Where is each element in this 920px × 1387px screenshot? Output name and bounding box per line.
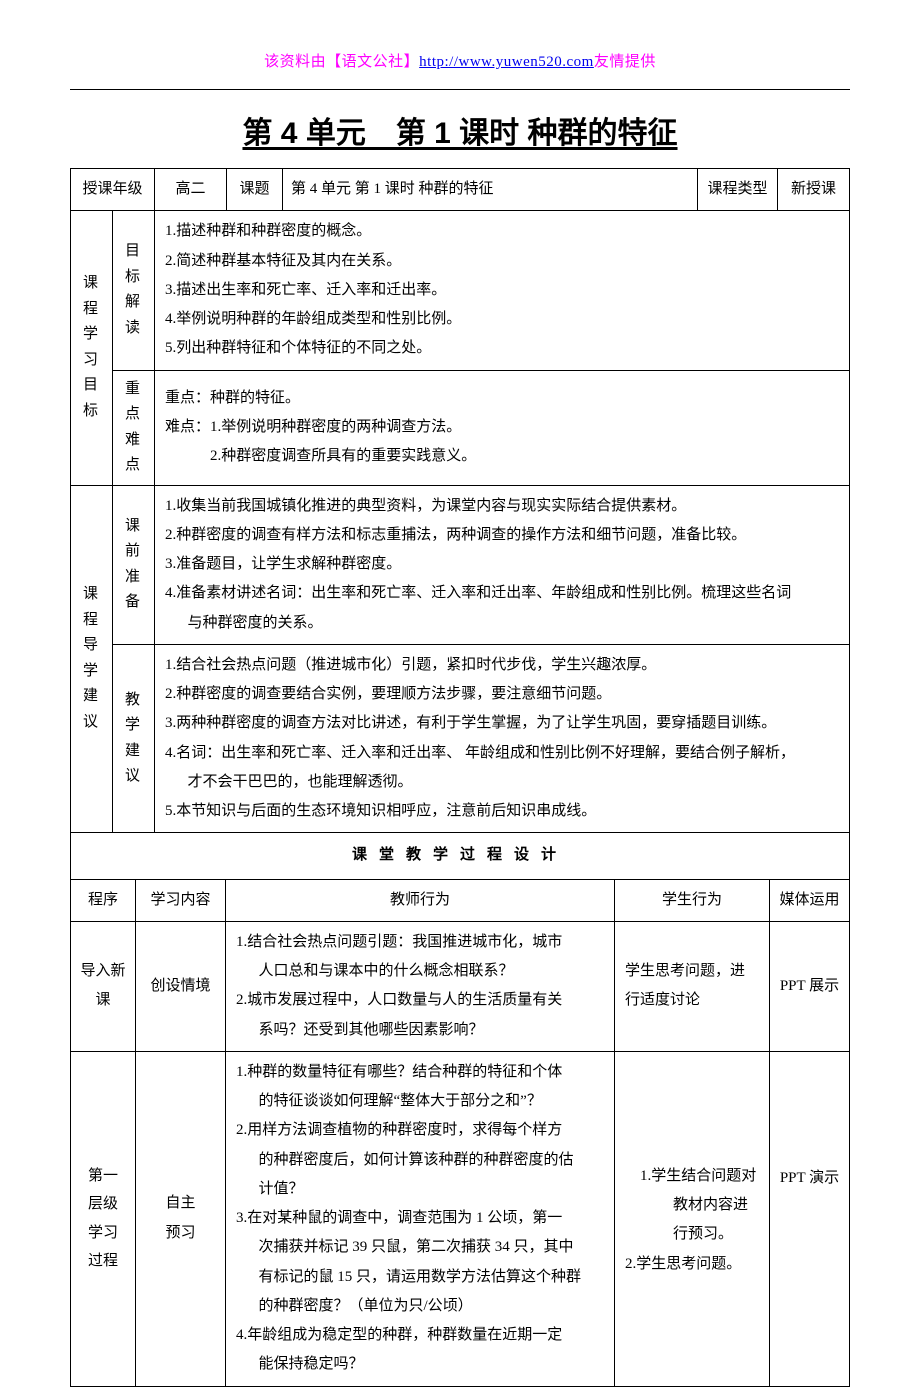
proc-head-c3: 教师行为 — [226, 880, 615, 922]
proc-head-c5: 媒体运用 — [770, 880, 850, 922]
guide-c2-label: 教学建议 — [113, 644, 155, 833]
guide-c1-content: 1.收集当前我国城镇化推进的典型资料，为课堂内容与现实实际结合提供素材。 2.种… — [155, 485, 850, 644]
process-table: 程序 学习内容 教师行为 学生行为 媒体运用 导入新课 创设情境 1.结合社会热… — [70, 880, 850, 1387]
topic-label: 课题 — [227, 169, 283, 211]
type-label: 课程类型 — [698, 169, 778, 211]
goals-c1-label: 目标解读 — [113, 211, 155, 370]
proc-r2-c5: PPT 演示 — [770, 1051, 850, 1386]
topic-value: 第 4 单元 第 1 课时 种群的特征 — [283, 169, 698, 211]
proc-r1-c5: PPT 展示 — [770, 921, 850, 1051]
guide-row-1: 课程导学建议 课前准备 1.收集当前我国城镇化推进的典型资料，为课堂内容与现实实… — [71, 485, 850, 644]
goals-c1-content: 1.描述种群和种群密度的概念。 2.简述种群基本特征及其内在关系。 3.描述出生… — [155, 211, 850, 370]
grade-value: 高二 — [155, 169, 227, 211]
proc-head-c4: 学生行为 — [615, 880, 770, 922]
header-prefix: 该资料由【语文公社】 — [264, 54, 419, 70]
proc-r2-c4: 1.学生结合问题对教材内容进行预习。 2.学生思考问题。 — [615, 1051, 770, 1386]
proc-r2-c2: 自主预习 — [136, 1051, 226, 1386]
guide-c2-content: 1.结合社会热点问题（推进城市化）引题，紧扣时代步伐，学生兴趣浓厚。 2.种群密… — [155, 644, 850, 833]
proc-row-2: 第一层级学习过程 自主预习 1.种群的数量特征有哪些？结合种群的特征和个体 的特… — [71, 1051, 850, 1386]
horizontal-rule — [70, 89, 850, 90]
guide-block-label: 课程导学建议 — [71, 485, 113, 833]
goals-c2-content: 重点：种群的特征。 难点：1.举例说明种群密度的两种调查方法。 2.种群密度调查… — [155, 370, 850, 485]
section-header-row: 课堂教学过程设计 — [71, 833, 850, 879]
goals-c2-label: 重点难点 — [113, 370, 155, 485]
goals-row-1: 课程学习目标 目标解读 1.描述种群和种群密度的概念。 2.简述种群基本特征及其… — [71, 211, 850, 370]
page-title: 第 4 单元 第 1 课时 种群的特征 — [70, 108, 850, 152]
header-note: 该资料由【语文公社】http://www.yuwen520.com友情提供 — [70, 50, 850, 71]
proc-head-c1: 程序 — [71, 880, 136, 922]
lesson-plan-table: 授课年级 高二 课题 第 4 单元 第 1 课时 种群的特征 课程类型 新授课 … — [70, 168, 850, 880]
proc-r2-c3: 1.种群的数量特征有哪些？结合种群的特征和个体 的特征谈谈如何理解“整体大于部分… — [226, 1051, 615, 1386]
proc-r1-c3: 1.结合社会热点问题引题：我国推进城市化，城市 人口总和与课本中的什么概念相联系… — [226, 921, 615, 1051]
proc-r1-c2: 创设情境 — [136, 921, 226, 1051]
section-header: 课堂教学过程设计 — [71, 833, 850, 879]
type-value: 新授课 — [778, 169, 850, 211]
guide-c1-label: 课前准备 — [113, 485, 155, 644]
proc-head-c2: 学习内容 — [136, 880, 226, 922]
goals-row-2: 重点难点 重点：种群的特征。 难点：1.举例说明种群密度的两种调查方法。 2.种… — [71, 370, 850, 485]
proc-row-1: 导入新课 创设情境 1.结合社会热点问题引题：我国推进城市化，城市 人口总和与课… — [71, 921, 850, 1051]
header-suffix: 友情提供 — [594, 54, 656, 70]
proc-r1-c1: 导入新课 — [71, 921, 136, 1051]
guide-row-2: 教学建议 1.结合社会热点问题（推进城市化）引题，紧扣时代步伐，学生兴趣浓厚。 … — [71, 644, 850, 833]
grade-label: 授课年级 — [71, 169, 155, 211]
proc-header-row: 程序 学习内容 教师行为 学生行为 媒体运用 — [71, 880, 850, 922]
proc-r1-c4: 学生思考问题，进行适度讨论 — [615, 921, 770, 1051]
header-link[interactable]: http://www.yuwen520.com — [419, 54, 594, 70]
info-row: 授课年级 高二 课题 第 4 单元 第 1 课时 种群的特征 课程类型 新授课 — [71, 169, 850, 211]
goals-block-label: 课程学习目标 — [71, 211, 113, 485]
proc-r2-c1: 第一层级学习过程 — [71, 1051, 136, 1386]
